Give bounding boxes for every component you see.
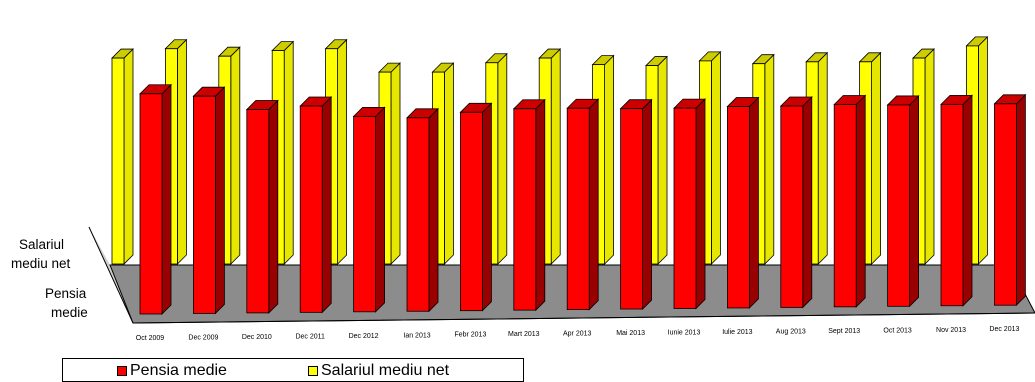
front-series-bars [139, 83, 1027, 315]
legend-label-pensia: Pensia medie [130, 362, 227, 379]
legend-label-salariul: Salariul mediu net [321, 362, 450, 379]
depth-label-pensia-line1: Pensia [45, 286, 87, 301]
tick-label-5: Ian 2013 [403, 332, 430, 339]
tick-label-6: Febr 2013 [454, 332, 486, 339]
bar-pensia-16-side [1016, 93, 1026, 307]
bar-salariul-11-side [711, 50, 721, 265]
bar-pensia-2-side [268, 99, 279, 314]
depth-axis-line [88, 226, 134, 324]
bar-salariul-15-side [924, 48, 935, 265]
bar-pensia-0 [139, 93, 163, 315]
bar-salariul-3-side [283, 40, 294, 265]
tick-label-12: Aug 2013 [776, 328, 806, 335]
bar-pensia-4 [353, 115, 377, 313]
depth-label-pensia-line2: medie [51, 305, 88, 320]
bar-pensia-11-side [749, 96, 759, 309]
bar-salariul-2-side [230, 46, 241, 265]
bar-salariul-10-side [657, 55, 668, 265]
tick-label-11: Iulie 2013 [722, 329, 752, 336]
bar-pensia-14 [887, 104, 910, 307]
bar-pensia-8 [566, 107, 590, 311]
bar-pensia-14-side [909, 94, 919, 308]
bar-pensia-12-side [802, 96, 813, 309]
bar-pensia-5 [406, 117, 430, 312]
bar-pensia-8-side [588, 98, 599, 311]
bar-salariul-5-side [390, 62, 401, 265]
bar-pensia-10-side [695, 98, 706, 310]
bar-pensia-13-side [855, 94, 866, 308]
bar-pensia-3 [299, 105, 323, 313]
bar-salariul-0 [111, 57, 125, 265]
bar-pensia-4-side [375, 106, 386, 313]
tick-label-14: Oct 2013 [883, 327, 912, 334]
bar-salariul-12-side [764, 53, 775, 265]
legend-swatch-red [117, 366, 127, 376]
tick-label-7: Mart 2013 [508, 331, 540, 338]
bar-salariul-6-side [443, 62, 454, 265]
bar-pensia-7 [513, 108, 537, 311]
bar-pensia-6-side [481, 102, 492, 312]
category-axis-line [132, 312, 1035, 324]
depth-label-salariul-line1: Salariul [19, 237, 64, 252]
bar-salariul-9-side [604, 54, 614, 265]
tick-label-2: Dec 2010 [242, 334, 272, 341]
depth-label-salariul-line2: mediu net [11, 256, 71, 271]
bar-pensia-6 [459, 111, 483, 312]
category-tick-labels: Oct 2009 Dec 2009 Dec 2010 Dec 2011 Dec 2012… [136, 326, 1020, 342]
bar-salariul-4-side [337, 38, 348, 265]
legend-swatch-yellow [308, 366, 318, 376]
bar-pensia-2 [246, 109, 270, 314]
legend-item-salariul: Salariul mediu net [308, 362, 449, 380]
tick-label-9: Mai 2013 [616, 330, 645, 337]
tick-label-1: Dec 2009 [188, 334, 218, 341]
bar-salariul-1-side [176, 38, 187, 265]
bar-pensia-13 [833, 104, 857, 308]
bar-pensia-7-side [535, 98, 546, 312]
bar-salariul-16-side [978, 35, 988, 265]
bar-pensia-10 [673, 107, 697, 309]
bar-pensia-12 [780, 105, 804, 308]
tick-label-10: Iunie 2013 [668, 330, 701, 337]
bar-salariul-8-side [550, 48, 561, 265]
bar-pensia-9 [620, 108, 643, 310]
bar-salariul-0-side [123, 48, 134, 265]
tick-label-15: Nov 2013 [936, 327, 966, 334]
bar-pensia-0-side [161, 83, 172, 315]
bar-salariul-13-side [817, 51, 828, 265]
bar-pensia-1 [192, 95, 216, 314]
tick-label-3: Dec 2011 [295, 333, 325, 340]
bar-pensia-3-side [321, 96, 332, 314]
legend-item-pensia: Pensia medie [117, 362, 227, 380]
bar-pensia-15-side [962, 94, 973, 307]
tick-label-13: Sept 2013 [828, 328, 860, 335]
tick-label-16: Dec 2013 [989, 326, 1019, 333]
bar-pensia-1-side [214, 86, 225, 315]
tick-label-0: Oct 2009 [136, 335, 165, 342]
tick-label-8: Apr 2013 [563, 331, 592, 338]
tick-label-4: Dec 2012 [349, 333, 379, 340]
bar-pensia-5-side [428, 107, 439, 313]
bar-salariul-14-side [871, 51, 881, 265]
bar-pensia-15 [940, 103, 964, 307]
bar-pensia-16 [994, 103, 1017, 306]
bar-pensia-11 [727, 106, 750, 309]
bar-pensia-9-side [642, 98, 652, 311]
legend: Pensia medie Salariul mediu net [62, 358, 524, 382]
bar-salariul-7-side [497, 52, 508, 265]
